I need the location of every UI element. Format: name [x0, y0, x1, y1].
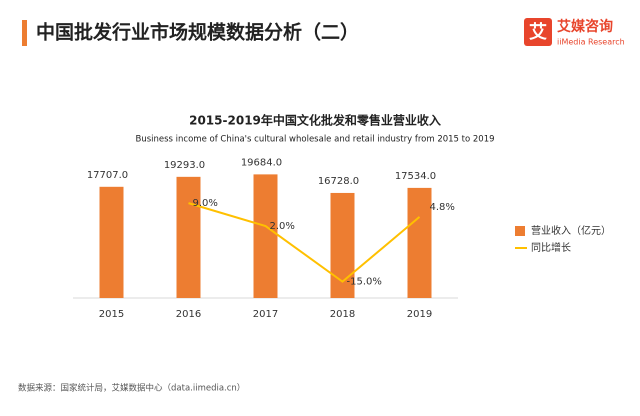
- logo-mark: 艾: [529, 21, 547, 43]
- data-label: 19293.0: [164, 160, 205, 171]
- data-label: 19684.0: [241, 157, 282, 168]
- chart-subtitle: Business income of China's cultural whol…: [135, 135, 494, 145]
- data-label: 4.8%: [430, 202, 455, 213]
- source: 数据来源：国家统计局，艾媒数据中心（data.iimedia.cn）: [18, 383, 245, 394]
- title-accent: [22, 20, 27, 46]
- bar: [253, 174, 278, 298]
- line: [188, 202, 421, 283]
- data-label: 17534.0: [395, 171, 436, 182]
- chart-title: 2015-2019年中国文化批发和零售业营业收入: [189, 113, 441, 128]
- data-label: 17707.0: [87, 170, 128, 181]
- legend-swatch: [515, 226, 525, 236]
- data-label: -15.0%: [347, 277, 382, 288]
- page-title: 中国批发行业市场规模数据分析（二）: [36, 21, 359, 44]
- x-tick-label: 2016: [176, 309, 201, 320]
- bar: [176, 176, 201, 298]
- x-tick-label: 2017: [253, 309, 278, 320]
- x-tick-label: 2015: [99, 309, 124, 320]
- data-label: 2.0%: [270, 221, 295, 232]
- logo-name: 艾媒咨询: [557, 18, 613, 35]
- legend-label: 同比增长: [531, 241, 571, 254]
- logo-sub: iiMedia Research: [557, 38, 625, 47]
- legend-label: 营业收入（亿元）: [531, 224, 611, 237]
- x-tick-label: 2018: [330, 309, 355, 320]
- data-label: 16728.0: [318, 176, 359, 187]
- logo-box: [524, 18, 552, 46]
- data-label: 9.0%: [193, 198, 218, 209]
- bar: [407, 187, 432, 298]
- x-tick-label: 2019: [407, 309, 432, 320]
- bar: [99, 186, 124, 298]
